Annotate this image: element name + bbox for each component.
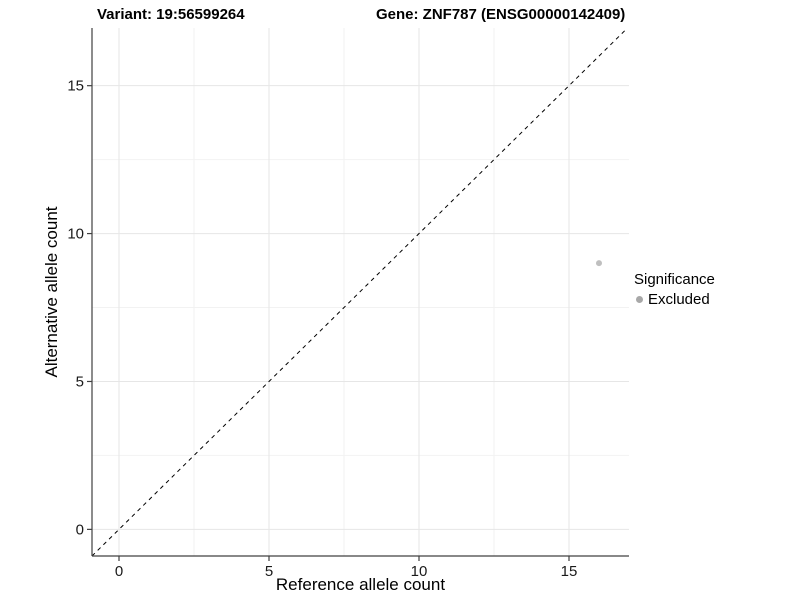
variant-title: Variant: 19:56599264 (97, 6, 245, 23)
y-axis-title: Alternative allele count (42, 206, 61, 378)
y-tick-label: 10 (67, 226, 84, 243)
x-tick-label: 0 (115, 563, 123, 580)
legend: Significance Excluded (634, 271, 715, 308)
y-tick-label: 5 (76, 373, 84, 390)
x-tick-label: 5 (265, 563, 273, 580)
data-point (596, 260, 602, 267)
x-tick-label: 15 (561, 563, 578, 580)
legend-item: Excluded (636, 291, 715, 308)
y-tick-label: 15 (67, 78, 84, 95)
legend-key-point-icon (636, 296, 643, 303)
x-axis-title: Reference allele count (275, 575, 446, 594)
gene-title: Gene: ZNF787 (ENSG00000142409) (376, 6, 626, 23)
x-tick-label: 10 (411, 563, 428, 580)
legend-item-label: Excluded (648, 291, 710, 308)
identity-line (91, 27, 628, 557)
legend-title: Significance (634, 271, 715, 288)
y-tick-label: 0 (76, 521, 84, 538)
